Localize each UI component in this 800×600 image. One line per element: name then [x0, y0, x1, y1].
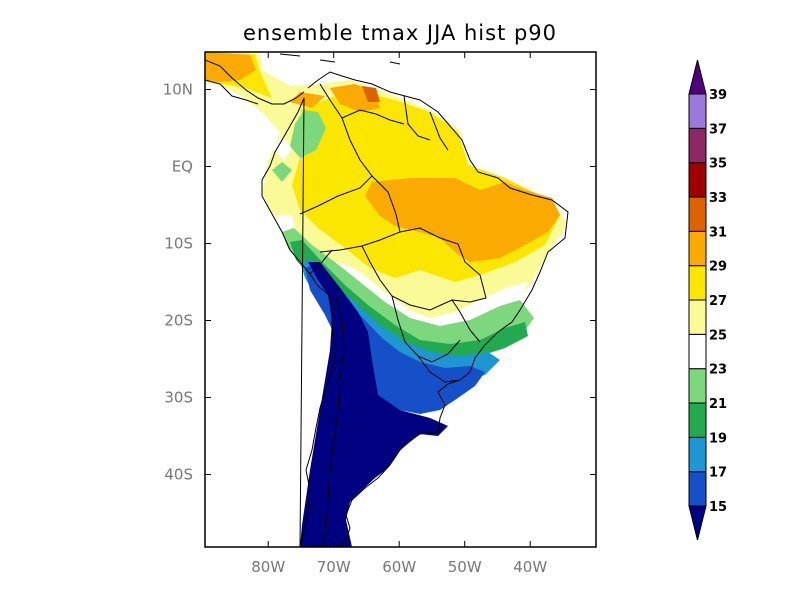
caribbean-islands [279, 53, 401, 65]
colorbar-label: 29 [709, 260, 727, 275]
colorbar-segment [688, 333, 707, 370]
colorbar-segment [688, 471, 707, 507]
colorbar-label: 25 [709, 328, 727, 343]
colorbar-segment [688, 196, 707, 232]
colorbar-label: 35 [709, 157, 727, 172]
colorbar: 15 17 19 21 23 25 27 29 31 33 35 37 39 [688, 59, 727, 541]
colorbar-label: 39 [709, 88, 727, 103]
colorbar-label: 33 [709, 191, 727, 206]
lat-tick-label: 20S [164, 312, 193, 330]
land-15-17-band [305, 262, 485, 414]
colorbar-label: 21 [709, 397, 727, 412]
land-17-19-band [300, 260, 500, 395]
country-borders [299, 83, 487, 547]
colorbar-segment [688, 265, 707, 301]
lat-tick-label: 40S [164, 466, 193, 484]
colorbar-label: 19 [709, 431, 727, 446]
coastline-central-america [205, 59, 305, 105]
lat-tick-label: 30S [164, 389, 193, 407]
colorbar-segment [688, 127, 707, 164]
colorbar-label: 15 [709, 500, 727, 515]
colorbar-segment [688, 368, 707, 404]
colorbar-label: 17 [709, 466, 727, 481]
colorbar-segment [688, 93, 707, 129]
land-31-33-band [362, 86, 380, 102]
colorbar-segment [688, 299, 707, 335]
lon-tick-label: 80W [251, 558, 285, 576]
lon-tick-label: 70W [317, 558, 351, 576]
latitude-axis: 10N EQ 10S 20S 30S 40S [163, 81, 596, 484]
lon-tick-label: 40W [513, 558, 547, 576]
colorbar-segment [688, 436, 707, 473]
coastline-south-america [261, 71, 569, 547]
map-area [205, 52, 596, 547]
lat-tick-label: 10N [163, 81, 193, 99]
colorbar-label: 23 [709, 363, 727, 378]
land-below-15-band [300, 262, 448, 547]
coastline [205, 53, 569, 547]
colorbar-label: 27 [709, 294, 727, 309]
colorbar-segment [688, 162, 707, 198]
lon-tick-label: 50W [448, 558, 482, 576]
lon-tick-label: 60W [382, 558, 416, 576]
map-frame [204, 51, 597, 548]
colorbar-label: 37 [709, 122, 727, 137]
lat-tick-label: 10S [164, 235, 193, 253]
longitude-axis: 80W 70W 60W 50W 40W [251, 52, 547, 576]
map-title: ensemble tmax JJA hist p90 [243, 21, 557, 45]
colorbar-segment [688, 402, 707, 438]
colorbar-below-triangle [688, 505, 707, 541]
land-29-31-band [205, 52, 560, 262]
lat-tick-label: EQ [172, 158, 193, 176]
colorbar-label: 31 [709, 225, 727, 240]
colorbar-above-triangle [688, 59, 707, 95]
colorbar-segment [688, 230, 707, 267]
